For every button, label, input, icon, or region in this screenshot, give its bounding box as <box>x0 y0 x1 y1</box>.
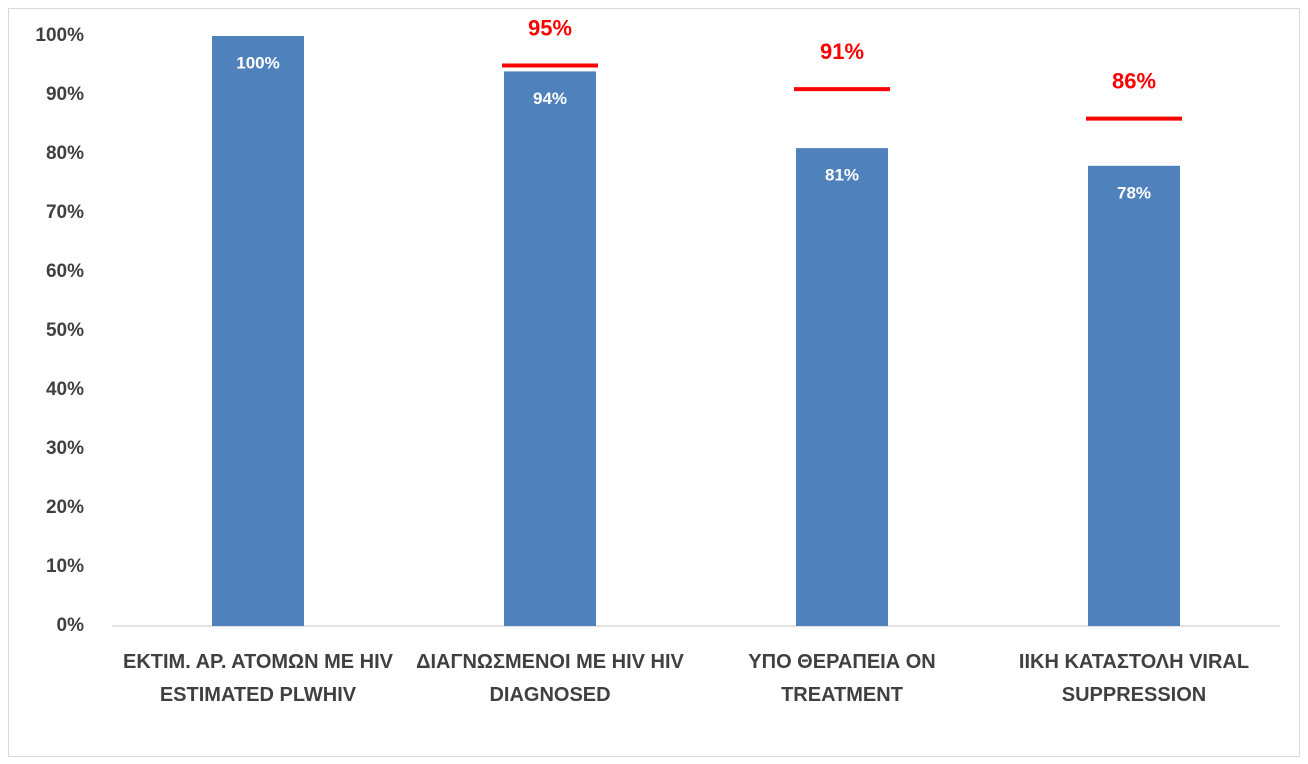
target-label: 95% <box>528 15 572 40</box>
x-tick-label: ΕΚΤΙΜ. ΑΡ. ΑΤΟΜΩΝ ΜΕ HIV ESTIMATED PLWHI… <box>123 651 393 706</box>
y-tick-label: 100% <box>35 25 84 46</box>
x-tick-label: ΥΠΟ ΘΕΡΑΠΕΙΑ ON TREATMENT <box>748 651 936 706</box>
y-tick-label: 20% <box>46 497 84 518</box>
y-tick-label: 0% <box>57 615 85 636</box>
bar <box>1088 165 1180 627</box>
y-tick-label: 70% <box>46 202 84 223</box>
target-label: 86% <box>1112 68 1156 93</box>
bar-label: 78% <box>1117 183 1151 202</box>
chart-border <box>8 8 1300 757</box>
y-tick-label: 30% <box>46 438 84 459</box>
bar <box>212 36 304 626</box>
y-tick-label: 60% <box>46 261 84 282</box>
bar <box>504 71 596 626</box>
bar <box>796 148 888 626</box>
y-tick-label: 90% <box>46 84 84 105</box>
bar-label: 94% <box>533 89 567 108</box>
y-tick-label: 40% <box>46 379 84 400</box>
y-tick-label: 10% <box>46 556 84 577</box>
y-tick-label: 80% <box>46 143 84 164</box>
y-tick-label: 50% <box>46 320 84 341</box>
bar-label: 81% <box>825 166 859 185</box>
x-tick-label: ΔΙΑΓΝΩΣΜΕΝΟΙ ΜΕ HIV HIV DIAGNOSED <box>416 651 684 706</box>
x-tick-label: ΙΙΚΗ ΚΑΤΑΣΤΟΛΗ VIRAL SUPPRESSION <box>1018 651 1250 706</box>
target-label: 91% <box>820 39 864 64</box>
bar-label: 100% <box>236 53 279 72</box>
